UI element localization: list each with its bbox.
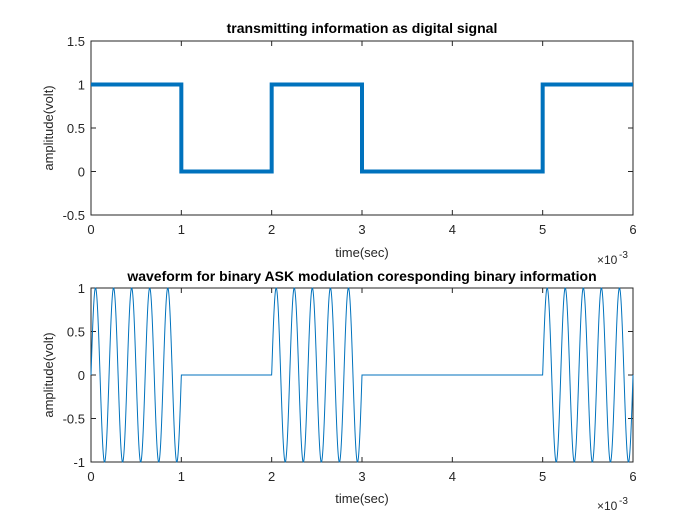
x-tick-label: 1 bbox=[178, 222, 185, 237]
y-tick-label: 1.5 bbox=[67, 34, 85, 49]
x-tick-label: 5 bbox=[539, 222, 546, 237]
x-tick-label: 5 bbox=[539, 469, 546, 484]
x-tick-label: 0 bbox=[87, 222, 94, 237]
y-tick-label: 1 bbox=[78, 78, 85, 93]
y-axis-label: amplitude(volt) bbox=[41, 332, 56, 417]
svg-text:×10: ×10 bbox=[597, 253, 618, 267]
digital-signal-plot: transmitting information as digital sign… bbox=[41, 20, 637, 267]
y-tick-label: 0.5 bbox=[67, 121, 85, 136]
x-exponent-label: ×10 -3 bbox=[597, 250, 628, 267]
x-exponent-value: -3 bbox=[619, 496, 628, 507]
ask-waveform-plot: waveform for binary ASK modulation cores… bbox=[41, 268, 637, 513]
x-tick-label: 1 bbox=[178, 469, 185, 484]
y-tick-label: 0 bbox=[78, 368, 85, 383]
x-axis-label: time(sec) bbox=[335, 245, 388, 260]
chart-title: transmitting information as digital sign… bbox=[227, 20, 498, 36]
x-axis-label: time(sec) bbox=[335, 491, 388, 506]
y-tick-label: -1 bbox=[73, 455, 85, 470]
y-tick-label: -0.5 bbox=[63, 412, 85, 427]
tick-group: 0 1 2 3 4 5 6 -1 -0.5 0 0.5 1 bbox=[63, 281, 637, 484]
series-group bbox=[91, 82, 633, 174]
y-tick-label: 0.5 bbox=[67, 325, 85, 340]
chart-title: waveform for binary ASK modulation cores… bbox=[126, 268, 596, 284]
y-tick-label: 0 bbox=[78, 165, 85, 180]
x-tick-label: 2 bbox=[268, 469, 275, 484]
series-line bbox=[90, 287, 634, 463]
y-axis-label: amplitude(volt) bbox=[41, 85, 56, 170]
x-tick-label: 0 bbox=[87, 469, 94, 484]
y-tick-label: -0.5 bbox=[63, 208, 85, 223]
x-tick-label: 4 bbox=[449, 469, 456, 484]
x-tick-label: 4 bbox=[449, 222, 456, 237]
series-line bbox=[91, 82, 633, 174]
y-tick-label: 1 bbox=[78, 281, 85, 296]
x-exponent-value: -3 bbox=[619, 250, 628, 261]
x-exponent-label: ×10 -3 bbox=[597, 496, 628, 513]
x-tick-label: 6 bbox=[629, 222, 636, 237]
svg-text:×10: ×10 bbox=[597, 499, 618, 513]
x-tick-label: 2 bbox=[268, 222, 275, 237]
series-group bbox=[90, 287, 634, 463]
x-tick-label: 3 bbox=[358, 469, 365, 484]
x-tick-label: 3 bbox=[358, 222, 365, 237]
tick-group: 0 1 2 3 4 5 6-0.500.511.5 bbox=[63, 34, 637, 237]
x-tick-label: 6 bbox=[629, 469, 636, 484]
